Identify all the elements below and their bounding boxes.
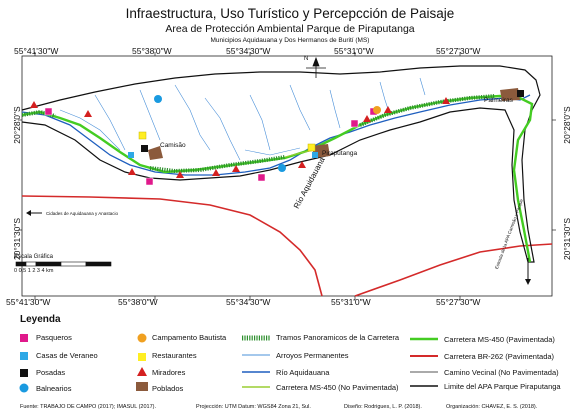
legend-ms450-unpaved: Carretera MS-450 (No Pavimentada) <box>276 383 399 392</box>
legend-balnearios: Balnearios <box>36 384 72 393</box>
footer-proyeccion: Projección: UTM Datum: WGS84 Zona 21, Su… <box>196 404 311 410</box>
scale-labels: 0 0,5 1 2 3 4 km <box>14 268 54 274</box>
legend-camino-vecinal: Camino Vecinal (No Pavimentada) <box>444 368 559 377</box>
coord-top-1: 55°41'30"W <box>14 46 59 56</box>
legend-arroyos: Arroyos Permanentes <box>276 351 349 360</box>
balnearios-points <box>154 95 286 172</box>
footer-diseno: Diseño: Rodrigues, L. P. (2018). <box>344 404 422 410</box>
campamento-point <box>373 106 381 114</box>
legend-limite-apa: Limite del APA Parque Piraputanga <box>444 382 561 391</box>
legend-br262: Carretera BR-262 (Pavimentada) <box>444 352 555 361</box>
rio-aquidauana <box>21 94 531 176</box>
miradores-points <box>30 97 450 178</box>
map-title: Infraestructura, Uso Turístico y Percepc… <box>125 6 455 21</box>
scale-title: Escala Gráfica <box>14 254 54 260</box>
map-frame <box>21 55 553 297</box>
frame-ticks <box>18 52 556 300</box>
map-subtitle: Area de Protección Ambiental Parque de P… <box>165 23 415 35</box>
br262-road-east <box>354 243 553 297</box>
label-palmeiras: Palmeiras <box>484 97 513 104</box>
footer-fuente: Fuente: TRABAJO DE CAMPO (2017); IMASUL … <box>20 404 157 410</box>
municipios-label: Municipios Aquidauana y Dos Hermanos de … <box>210 37 370 44</box>
coord-bottom-2: 55°38'0"W <box>118 297 158 307</box>
road-arrow-down-icon <box>525 258 531 285</box>
tramos-panoramicos <box>21 94 496 174</box>
legend-tramos: Tramos Panoramicos de la Carretera <box>276 333 400 342</box>
streams <box>59 77 426 161</box>
coord-top-4: 55°31'0"W <box>334 46 374 56</box>
ms450-paved <box>21 94 534 263</box>
poblado-palmeiras <box>500 88 520 101</box>
footer-organizacion: Organización: CHAVEZ, E. S. (2018). <box>446 404 538 410</box>
legend-restaurantes: Restaurantes <box>152 351 197 360</box>
coord-top-3: 55°34'30"W <box>226 46 271 56</box>
coord-top-5: 55°27'30"W <box>436 46 481 56</box>
legend-campamento: Campamento Bautista <box>152 333 227 342</box>
legend-miradores: Miradores <box>152 368 186 377</box>
casas-veraneo-points <box>128 152 318 158</box>
coord-bottom-1: 55°41'30"W <box>6 297 51 307</box>
coord-bottom-5: 55°27'30"W <box>436 297 481 307</box>
coord-top-2: 55°38'0"W <box>132 46 172 56</box>
north-arrow-letter: N <box>304 56 309 62</box>
br262-road-west <box>21 195 323 297</box>
label-road-left: Cidades de Aquidauana y Anastacio <box>46 211 119 216</box>
road-arrow-left-icon <box>26 210 42 216</box>
poblado-camisao <box>148 146 163 160</box>
legend-pesqueros: Pasqueros <box>36 333 72 342</box>
coord-bottom-4: 55°31'0"W <box>331 297 371 307</box>
legend-symbols <box>19 333 438 393</box>
legend-rio: Río Aquidauana <box>276 368 330 377</box>
legend-casas: Casas de Veraneo <box>36 351 98 360</box>
label-piraputanga: Piraputanga <box>322 150 358 157</box>
restaurantes-points <box>138 131 316 152</box>
coord-bottom-3: 55°34'30"W <box>226 297 271 307</box>
legend-poblados: Poblados <box>152 384 184 393</box>
legend-title: Leyenda <box>20 314 61 325</box>
legend-ms450-paved: Carretera MS-450 (Pavimentada) <box>444 335 555 344</box>
posadas-points <box>141 90 524 152</box>
scale-bar <box>15 261 112 267</box>
north-arrow-icon <box>306 56 326 78</box>
label-camisao: Camisão <box>160 142 186 149</box>
legend-posadas: Posadas <box>36 368 66 377</box>
